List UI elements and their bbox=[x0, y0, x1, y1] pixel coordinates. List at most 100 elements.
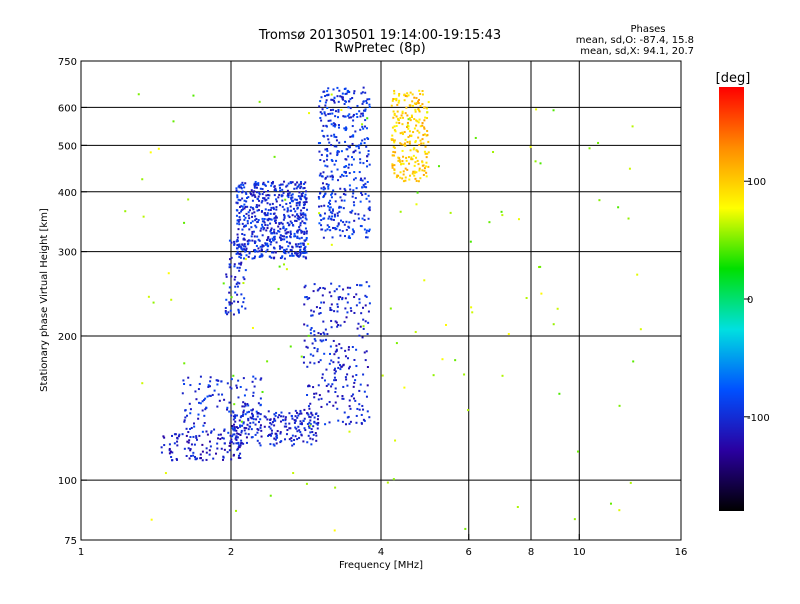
data-point bbox=[315, 306, 318, 309]
data-point bbox=[213, 389, 216, 392]
data-point bbox=[344, 349, 347, 352]
data-point bbox=[348, 422, 351, 425]
data-point bbox=[363, 390, 366, 393]
data-point bbox=[303, 408, 306, 411]
data-point bbox=[223, 442, 226, 445]
data-point bbox=[318, 394, 321, 397]
data-point bbox=[234, 416, 237, 419]
data-point bbox=[357, 213, 360, 216]
data-point bbox=[328, 400, 331, 403]
data-point bbox=[223, 448, 226, 451]
data-point bbox=[306, 365, 309, 368]
data-point bbox=[168, 443, 171, 446]
data-point bbox=[319, 158, 322, 161]
data-point bbox=[187, 447, 190, 450]
data-point bbox=[229, 263, 232, 266]
data-point bbox=[330, 144, 333, 147]
data-point bbox=[345, 174, 348, 177]
data-point bbox=[209, 376, 212, 379]
data-point bbox=[361, 193, 364, 196]
data-point bbox=[315, 412, 318, 415]
data-point bbox=[241, 424, 244, 427]
data-point bbox=[342, 115, 345, 118]
data-point bbox=[273, 419, 276, 422]
data-point bbox=[299, 212, 302, 215]
data-point bbox=[281, 255, 284, 258]
x-tick-label: 2 bbox=[228, 547, 234, 558]
data-point bbox=[222, 458, 225, 461]
data-point bbox=[319, 100, 322, 103]
data-point bbox=[240, 439, 243, 442]
data-point bbox=[366, 98, 369, 101]
data-point bbox=[317, 196, 320, 199]
data-point bbox=[348, 226, 351, 229]
data-point bbox=[445, 323, 448, 326]
data-point bbox=[285, 228, 288, 231]
data-point bbox=[294, 183, 297, 186]
data-point bbox=[289, 205, 292, 208]
data-point bbox=[282, 218, 285, 221]
data-point bbox=[242, 409, 245, 412]
data-point bbox=[282, 263, 285, 266]
data-point bbox=[278, 265, 281, 268]
data-point bbox=[332, 226, 335, 229]
data-point bbox=[141, 382, 144, 385]
data-point bbox=[339, 196, 342, 199]
data-point bbox=[332, 339, 335, 342]
data-point bbox=[168, 449, 171, 452]
data-point bbox=[361, 217, 364, 220]
data-point bbox=[236, 285, 239, 288]
data-point bbox=[257, 183, 260, 186]
data-point bbox=[348, 91, 351, 94]
data-point bbox=[245, 212, 248, 215]
data-point bbox=[246, 222, 249, 225]
data-point bbox=[337, 366, 340, 369]
data-point bbox=[325, 158, 328, 161]
data-point bbox=[411, 104, 414, 107]
data-point bbox=[222, 282, 225, 285]
data-point bbox=[300, 182, 303, 185]
data-point bbox=[441, 358, 444, 361]
data-point bbox=[272, 236, 275, 239]
data-point bbox=[282, 419, 285, 422]
data-point bbox=[261, 199, 264, 202]
data-point bbox=[347, 236, 350, 239]
data-point bbox=[253, 257, 256, 260]
data-point bbox=[328, 421, 331, 424]
data-point bbox=[330, 170, 333, 173]
data-point bbox=[247, 242, 250, 245]
data-point bbox=[403, 142, 406, 145]
data-point bbox=[417, 180, 420, 183]
data-point bbox=[282, 225, 285, 228]
data-point bbox=[243, 199, 246, 202]
data-point bbox=[189, 384, 192, 387]
data-point bbox=[188, 457, 191, 460]
data-point bbox=[210, 430, 213, 433]
data-point bbox=[293, 235, 296, 238]
data-point bbox=[249, 422, 252, 425]
data-point bbox=[269, 230, 272, 233]
data-point bbox=[259, 245, 262, 248]
data-point bbox=[258, 239, 261, 242]
data-point bbox=[330, 123, 333, 126]
data-point bbox=[422, 164, 425, 167]
data-point bbox=[272, 443, 275, 446]
data-point bbox=[362, 127, 365, 130]
data-point bbox=[320, 112, 323, 115]
data-point bbox=[246, 240, 249, 243]
data-point bbox=[215, 452, 218, 455]
data-point bbox=[269, 218, 272, 221]
data-point bbox=[313, 396, 316, 399]
data-point bbox=[405, 106, 408, 109]
data-point bbox=[398, 93, 401, 96]
data-point bbox=[201, 459, 204, 462]
data-point bbox=[237, 300, 240, 303]
data-point bbox=[235, 187, 238, 190]
data-point bbox=[317, 421, 320, 424]
data-point bbox=[295, 411, 298, 414]
data-point bbox=[618, 404, 621, 407]
data-point bbox=[418, 167, 421, 170]
data-point bbox=[209, 394, 212, 397]
data-point bbox=[333, 369, 336, 372]
data-point bbox=[344, 355, 347, 358]
